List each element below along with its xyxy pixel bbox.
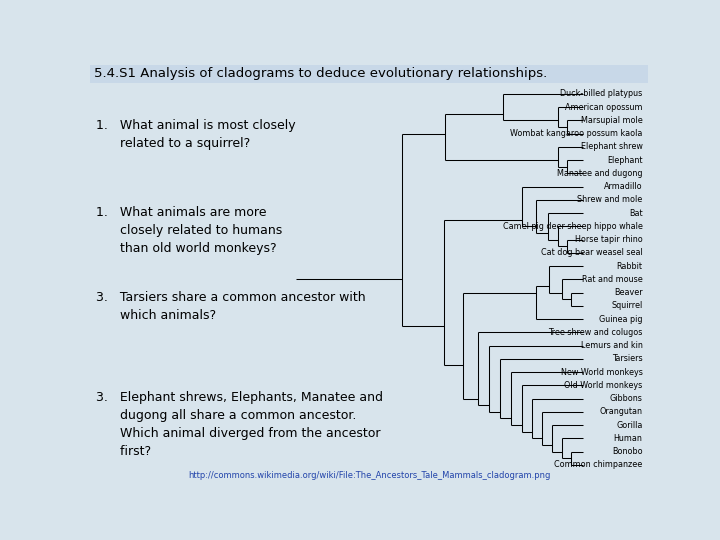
Text: Marsupial mole: Marsupial mole <box>580 116 642 125</box>
Text: Rabbit: Rabbit <box>616 261 642 271</box>
Text: 1.   What animals are more
      closely related to humans
      than old world : 1. What animals are more closely related… <box>96 206 282 255</box>
Text: http://commons.wikimedia.org/wiki/File:The_Ancestors_Tale_Mammals_cladogram.png: http://commons.wikimedia.org/wiki/File:T… <box>188 471 550 480</box>
Text: Cat dog bear weasel seal: Cat dog bear weasel seal <box>541 248 642 258</box>
Text: 5.4.S1 Analysis of cladograms to deduce evolutionary relationships.: 5.4.S1 Analysis of cladograms to deduce … <box>94 68 548 80</box>
Text: Lemurs and kin: Lemurs and kin <box>580 341 642 350</box>
Text: 1.   What animal is most closely
      related to a squirrel?: 1. What animal is most closely related t… <box>96 119 295 150</box>
Text: American opossum: American opossum <box>565 103 642 112</box>
Text: Squirrel: Squirrel <box>611 301 642 310</box>
Text: Common chimpanzee: Common chimpanzee <box>554 460 642 469</box>
Text: Manatee and dugong: Manatee and dugong <box>557 169 642 178</box>
Text: 3.   Tarsiers share a common ancestor with
      which animals?: 3. Tarsiers share a common ancestor with… <box>96 292 365 322</box>
Text: Orangutan: Orangutan <box>600 407 642 416</box>
Text: Rat and mouse: Rat and mouse <box>582 275 642 284</box>
Text: Bat: Bat <box>629 208 642 218</box>
Text: Gibbons: Gibbons <box>610 394 642 403</box>
Text: Human: Human <box>613 434 642 443</box>
Text: Shrew and mole: Shrew and mole <box>577 195 642 204</box>
Text: New World monkeys: New World monkeys <box>561 368 642 376</box>
Text: Armadillo: Armadillo <box>604 182 642 191</box>
Text: Tarsiers: Tarsiers <box>612 354 642 363</box>
Text: Guinea pig: Guinea pig <box>599 315 642 323</box>
Text: Beaver: Beaver <box>613 288 642 297</box>
Text: Bonobo: Bonobo <box>612 447 642 456</box>
Text: Wombat kangaroo possum kaola: Wombat kangaroo possum kaola <box>510 129 642 138</box>
Text: Elephant: Elephant <box>607 156 642 165</box>
Text: 3.   Elephant shrews, Elephants, Manatee and
      dugong all share a common anc: 3. Elephant shrews, Elephants, Manatee a… <box>96 391 382 458</box>
Text: Old World monkeys: Old World monkeys <box>564 381 642 390</box>
Text: Camel pig deer sheep hippo whale: Camel pig deer sheep hippo whale <box>503 222 642 231</box>
Text: Horse tapir rhino: Horse tapir rhino <box>575 235 642 244</box>
Text: Tree shrew and colugos: Tree shrew and colugos <box>548 328 642 337</box>
FancyBboxPatch shape <box>90 65 648 83</box>
Text: Elephant shrew: Elephant shrew <box>580 143 642 151</box>
Text: Duck-billed platypus: Duck-billed platypus <box>560 90 642 98</box>
Text: Gorilla: Gorilla <box>616 421 642 429</box>
